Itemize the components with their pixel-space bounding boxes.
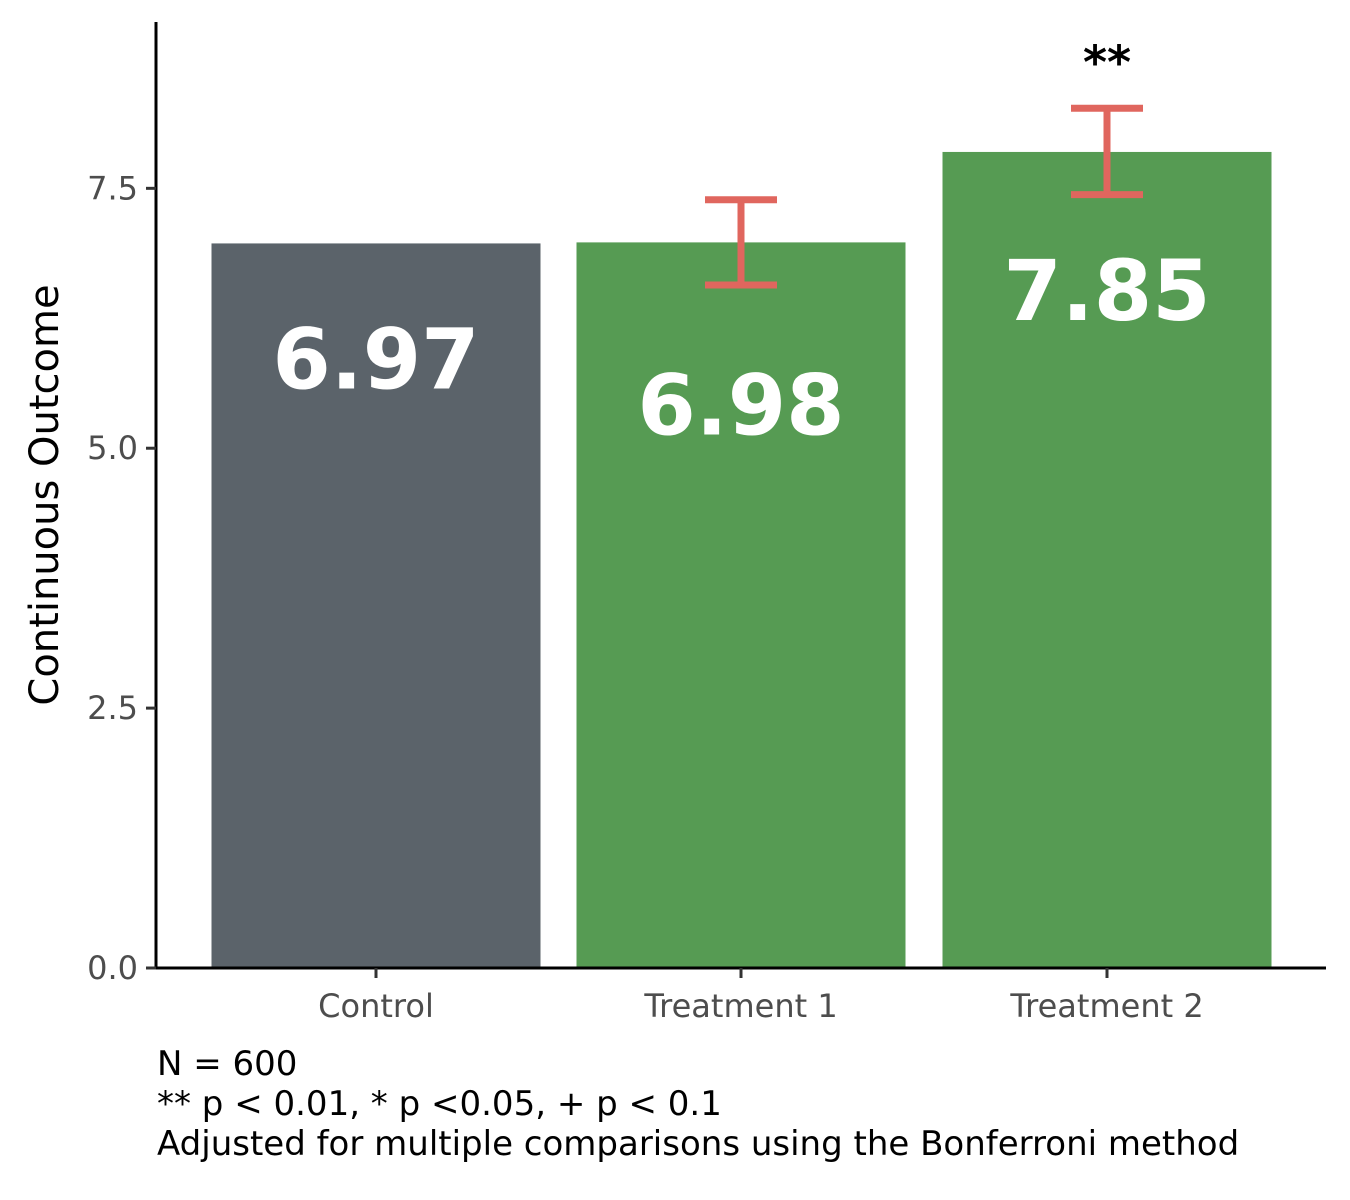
bars-layer (211, 151, 1272, 968)
y-tick-label: 5.0 (87, 429, 138, 467)
y-tick-label: 7.5 (87, 169, 138, 207)
value-label-control: 6.97 (272, 310, 479, 408)
x-tick-label-control: Control (318, 987, 434, 1025)
value-label-treatment-2: 7.85 (1003, 242, 1210, 340)
footnote-adjustment-note: Adjusted for multiple comparisons using … (157, 1124, 1240, 1164)
error-bar-treatment-2 (1071, 104, 1143, 199)
footnote-significance-legend: ** p < 0.01, * p <0.05, + p < 0.1 (157, 1084, 722, 1124)
bar-treatment-1 (576, 242, 906, 968)
footnote-sample-size: N = 600 (157, 1044, 298, 1084)
error-bar-treatment-1 (705, 196, 777, 289)
y-axis-title: Continuous Outcome (22, 284, 68, 705)
value-labels-layer: 6.97 6.98 ** 7.85 (272, 35, 1210, 454)
chart-footnotes: N = 600 ** p < 0.01, * p <0.05, + p < 0.… (157, 1044, 1239, 1164)
ticks-layer: Control Treatment 1 Treatment 2 0.0 2.5 5.0 7.… (87, 169, 1204, 1025)
error-bars-layer (705, 104, 1143, 289)
y-tick-label: 2.5 (87, 689, 138, 727)
x-tick-label-treatment-1: Treatment 1 (643, 987, 837, 1025)
y-tick-label: 0.0 (87, 949, 138, 987)
bar-control (211, 243, 541, 968)
value-label-treatment-1: 6.98 (637, 356, 844, 454)
bar-chart: 6.97 6.98 ** 7.85 Control Treatment 1 Treatme… (22, 22, 1326, 1025)
bar-treatment-2 (942, 151, 1272, 968)
significance-marker-treatment-2: ** (1083, 35, 1131, 89)
x-tick-label-treatment-2: Treatment 2 (1009, 987, 1203, 1025)
